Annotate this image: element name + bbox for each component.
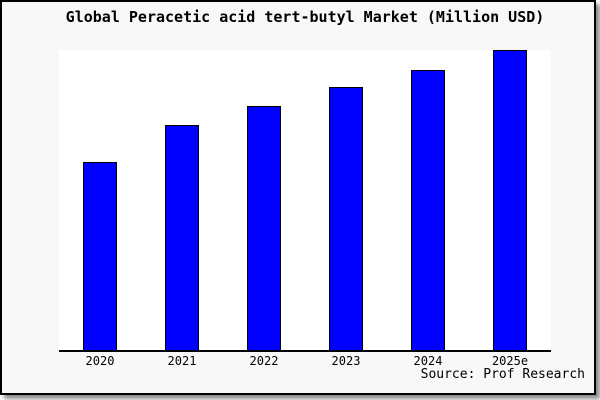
plot-area	[59, 50, 551, 352]
x-tick-label-2024: 2024	[413, 354, 443, 368]
bar-2022	[247, 106, 281, 350]
bar-2023	[329, 87, 363, 350]
bar-2024	[411, 69, 445, 350]
x-tick-label-2020: 2020	[85, 354, 115, 368]
x-tick-label-2021: 2021	[167, 354, 197, 368]
bar-2021	[165, 125, 199, 350]
source-label: Source: Prof Research	[420, 367, 585, 382]
x-tick-label-2022: 2022	[249, 354, 279, 368]
chart-title: Global Peracetic acid tert-butyl Market …	[65, 8, 545, 26]
bar-2020	[82, 162, 117, 350]
x-tick-label-2023: 2023	[331, 354, 361, 368]
x-axis-labels: 2020 2021 2022 2023 2024 2025e	[59, 354, 551, 368]
x-tick-label-2025e: 2025e	[491, 354, 529, 368]
bar-2025e	[492, 50, 527, 350]
